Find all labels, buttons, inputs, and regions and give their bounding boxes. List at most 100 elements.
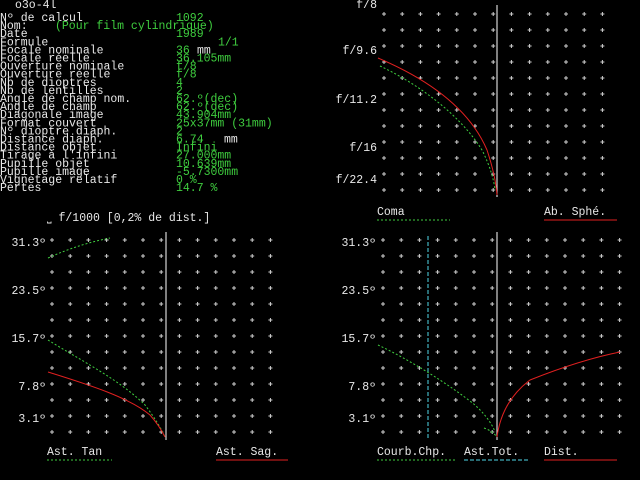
grid-cross [600,140,605,144]
grid-cross [545,188,550,192]
grid-cross [454,44,459,48]
grid-cross [436,60,441,64]
grid-cross [490,270,495,274]
grid-cross [454,156,459,160]
param-value: 2 [176,85,183,98]
grid-cross [50,350,54,354]
grid-cross [436,44,441,48]
param-value: 25x37mm (31mm) [176,117,273,130]
grid-cross [436,188,441,192]
grid-cross [563,414,567,418]
grid-cross [177,270,182,274]
grid-cross [581,286,586,290]
grid-cross [473,108,477,112]
grid-cross [473,12,477,16]
param-label: Pupille image [0,166,90,179]
grid-cross [563,270,567,274]
grid-cross [68,254,73,258]
field-curve [483,427,498,438]
param-label: Diagonale image [0,109,104,122]
grid-cross [563,254,567,258]
grid-cross [617,254,622,258]
grid-cross [509,140,514,144]
grid-cross [195,382,200,386]
grid-cross [382,172,386,176]
grid-cross [382,108,386,112]
param-value: 14.7 % [176,182,218,195]
grid-cross [436,108,441,112]
grid-cross [381,366,385,370]
grid-cross [50,302,54,306]
grid-cross [527,76,532,80]
grid-cross [400,108,405,112]
grid-cross [564,124,568,128]
grid-cross [418,12,423,16]
grid-cross [268,270,273,274]
grid-cross [527,28,532,32]
grid-cross [400,12,405,16]
grid-cross [454,172,459,176]
grid-cross [435,382,440,386]
grid-cross [141,414,145,418]
legend-label: Dist. [544,446,579,459]
grid-cross [381,414,385,418]
grid-cross [600,28,605,32]
grid-cross [250,318,255,322]
y-label: 3.1º [348,413,376,426]
grid-cross [195,270,200,274]
grid-cross [472,270,476,274]
grid-cross [545,60,550,64]
grid-cross [526,254,531,258]
param-unit: mm [197,44,211,57]
grid-cross [526,382,531,386]
grid-cross [527,188,532,192]
grid-cross [582,76,587,80]
grid-cross [381,398,385,402]
grid-cross [617,430,622,434]
grid-cross [213,366,218,370]
grid-cross [509,124,514,128]
grid-cross [399,430,404,434]
grid-cross [509,60,514,64]
grid-cross [382,28,386,32]
grid-cross [195,286,200,290]
y-label: f/9.6 [342,45,377,58]
grid-cross [490,302,495,306]
grid-cross [436,140,441,144]
grid-cross [122,430,127,434]
distortion-curve [496,351,621,438]
grid-cross [417,302,422,306]
grid-cross [544,238,549,242]
grid-cross [545,44,550,48]
grid-cross [544,334,549,338]
grid-cross [68,366,73,370]
grid-cross [400,188,405,192]
grid-cross [472,350,476,354]
grid-cross [527,108,532,112]
param-value: 0 % [176,174,197,187]
param-value: 1/1 [218,36,239,49]
grid-cross [399,414,404,418]
grid-cross [122,254,127,258]
grid-cross [472,382,476,386]
grid-cross [141,302,145,306]
y-label: f/8 [356,0,377,12]
grid-cross [436,92,441,96]
grid-cross [250,238,255,242]
grid-cross [435,334,440,338]
y-label: 31.3º [11,237,46,250]
grid-cross [599,350,604,354]
grid-cross [599,382,604,386]
grid-cross [418,44,423,48]
grid-cross [600,124,605,128]
grid-cross [250,382,255,386]
grid-cross [600,44,605,48]
grid-cross [453,366,458,370]
grid-cross [177,350,182,354]
grid-cross [86,270,91,274]
grid-cross [453,430,458,434]
grid-cross [527,12,532,16]
grid-cross [544,270,549,274]
grid-cross [617,238,622,242]
grid-cross [418,172,423,176]
